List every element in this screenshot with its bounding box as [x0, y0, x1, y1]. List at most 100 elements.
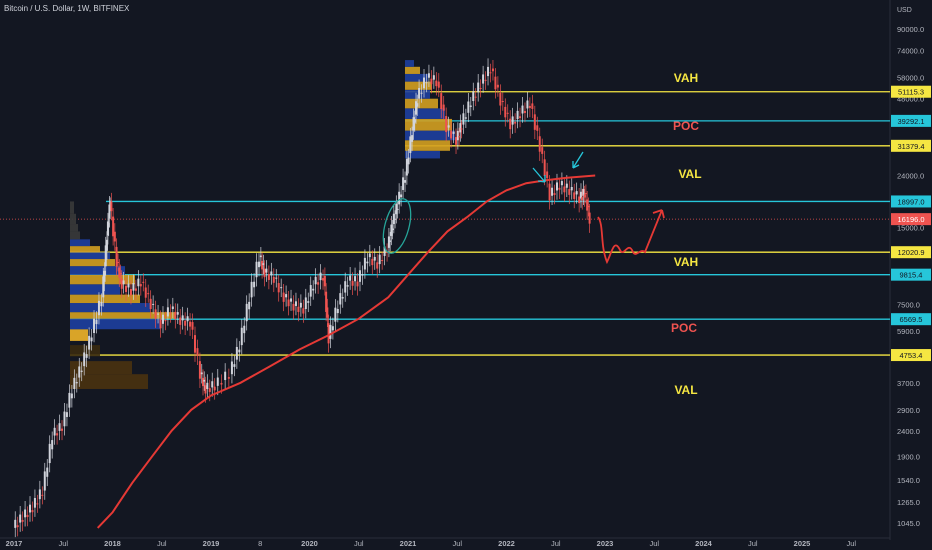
candle-body — [85, 354, 88, 358]
candle-body — [149, 298, 152, 310]
candle-body — [455, 137, 458, 145]
candle-body — [157, 313, 160, 315]
volume-profile-bar — [70, 224, 78, 232]
candle-body — [578, 196, 581, 204]
candle-body — [531, 103, 534, 109]
candle-body — [142, 281, 145, 283]
volume-profile-bar — [70, 374, 148, 389]
forecast-path — [597, 209, 665, 265]
candle-body — [579, 191, 582, 199]
candle-body — [203, 379, 206, 382]
candle-body — [127, 283, 130, 288]
volume-profile-bar — [405, 73, 428, 82]
candle-body — [354, 276, 357, 282]
candle-body — [46, 467, 49, 477]
y-tick-label: 48000.0 — [897, 95, 924, 104]
candle-body — [129, 289, 132, 296]
candle-body — [285, 294, 288, 298]
candle-body — [206, 382, 209, 389]
candle-body — [398, 191, 401, 205]
volume-profile-bar — [70, 201, 74, 214]
candle-body — [445, 116, 448, 133]
level-annotation-label: POC — [673, 119, 699, 133]
candle-body — [216, 377, 219, 386]
candle-body — [528, 105, 531, 108]
candle-body — [253, 281, 256, 288]
candle-body — [323, 275, 326, 287]
candle-body — [115, 246, 118, 267]
level-annotation-label: VAL — [674, 383, 697, 397]
candle-body — [106, 221, 109, 236]
candle-body — [479, 87, 482, 89]
candle-body — [277, 283, 280, 293]
price-level-label: 4753.4 — [900, 351, 923, 360]
x-tick-label: 2017 — [6, 539, 23, 548]
candle-body — [326, 307, 329, 318]
candle-body — [477, 82, 480, 93]
candle-body — [191, 322, 194, 330]
volume-profile-bar — [405, 130, 455, 141]
candle-body — [381, 260, 384, 262]
candle-body — [314, 276, 317, 285]
x-tick-label: 8 — [258, 539, 262, 548]
y-tick-label: 1540.0 — [897, 476, 920, 485]
volume-profile-bar — [70, 259, 115, 267]
candle-body — [373, 256, 376, 261]
volume-profile-bar — [405, 118, 452, 131]
candle-body — [287, 299, 290, 307]
candle-body — [233, 364, 236, 367]
candle-body — [43, 471, 46, 491]
candle-body — [196, 348, 199, 356]
candle-body — [302, 308, 305, 314]
candle-body — [573, 192, 576, 199]
volume-profile-bar — [405, 140, 450, 151]
candle-body — [460, 128, 463, 130]
candle-body — [356, 281, 359, 287]
candle-body — [259, 255, 262, 258]
volume-profile-bar — [70, 213, 76, 225]
candle-body — [327, 323, 330, 344]
candle-body — [312, 288, 315, 291]
x-tick-label: Jul — [748, 539, 758, 548]
candle-body — [189, 321, 192, 327]
candle-body — [442, 104, 445, 111]
candle-body — [378, 254, 381, 265]
candle-body — [395, 203, 398, 215]
candle-body — [261, 260, 264, 270]
candle-body — [555, 182, 558, 191]
volume-profile-bar — [70, 303, 150, 313]
candle-body — [472, 91, 475, 102]
candle-body — [270, 271, 273, 276]
x-tick-label: Jul — [452, 539, 462, 548]
candle-body — [464, 117, 467, 119]
candle-body — [329, 324, 332, 339]
candle-body — [339, 293, 342, 305]
candle-body — [65, 412, 68, 417]
y-tick-label: 1900.0 — [897, 453, 920, 462]
candle-body — [366, 261, 369, 264]
candle-body — [186, 316, 189, 322]
candle-body — [211, 381, 214, 388]
candle-body — [304, 297, 307, 310]
price-level-label: 51115.3 — [898, 88, 924, 97]
y-tick-label: 2400.0 — [897, 427, 920, 436]
candle-body — [467, 101, 470, 113]
volume-profile-bar — [70, 246, 100, 253]
volume-profile-bar — [70, 231, 80, 240]
candle-body — [575, 191, 578, 195]
candle-body — [48, 443, 51, 464]
candle-body — [587, 206, 590, 208]
candle-body — [504, 106, 507, 118]
candle-body — [383, 246, 386, 256]
level-annotation-label: POC — [671, 321, 697, 335]
candle-body — [70, 393, 73, 399]
candle-body — [411, 135, 414, 142]
candle-body — [462, 113, 465, 125]
candle-body — [341, 297, 344, 299]
candle-body — [24, 509, 27, 518]
price-level-tag — [891, 114, 931, 127]
candle-body — [514, 121, 517, 124]
candle-body — [174, 311, 177, 320]
current-price-tag — [891, 213, 931, 226]
